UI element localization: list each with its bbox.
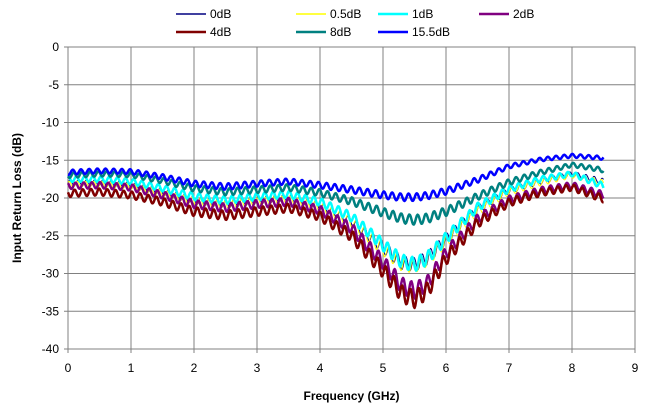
series-line-1dB	[67, 170, 605, 272]
x-tick-label: 4	[317, 361, 324, 375]
y-tick-label: -25	[42, 229, 60, 243]
y-tick-label: -35	[42, 304, 60, 318]
series-line-4dB	[66, 183, 604, 310]
y-tick-label: -30	[42, 267, 60, 281]
legend-label-0.5dB: 0.5dB	[330, 7, 361, 21]
legend: 0dB 0.5dB 1dB 2dB 4dB 8dB 15.5dB	[176, 7, 534, 39]
x-tick-label: 2	[191, 361, 198, 375]
legend-label-0dB: 0dB	[210, 7, 231, 21]
x-tick-label: 1	[128, 361, 135, 375]
x-tick-label: 5	[380, 361, 387, 375]
legend-label-15.5dB: 15.5dB	[412, 25, 450, 39]
series-layer	[66, 152, 605, 310]
x-tick-label: 9	[632, 361, 639, 375]
legend-label-2dB: 2dB	[513, 7, 534, 21]
legend-label-8dB: 8dB	[330, 25, 351, 39]
legend-label-4dB: 4dB	[210, 25, 231, 39]
legend-label-1dB: 1dB	[412, 7, 433, 21]
y-tick-label: -10	[42, 116, 60, 130]
x-tick-label: 8	[569, 361, 576, 375]
x-tick-label: 3	[254, 361, 261, 375]
x-tick-label: 7	[506, 361, 513, 375]
ticks: 0 1 2 3 4 5 6 7 8 9 0 -5 -10 -15 -20 -25 -30 -35 -40	[42, 40, 639, 375]
y-tick-label: -15	[42, 153, 60, 167]
x-axis-title: Frequency (GHz)	[303, 389, 399, 403]
y-axis-title: Input Return Loss (dB)	[10, 133, 24, 263]
y-tick-label: -5	[48, 78, 59, 92]
y-tick-label: -20	[42, 191, 60, 205]
y-tick-label: 0	[52, 40, 59, 54]
x-tick-label: 6	[443, 361, 450, 375]
series-line-15.5dB	[67, 152, 605, 203]
x-tick-label: 0	[65, 361, 72, 375]
y-tick-label: -40	[42, 342, 60, 356]
